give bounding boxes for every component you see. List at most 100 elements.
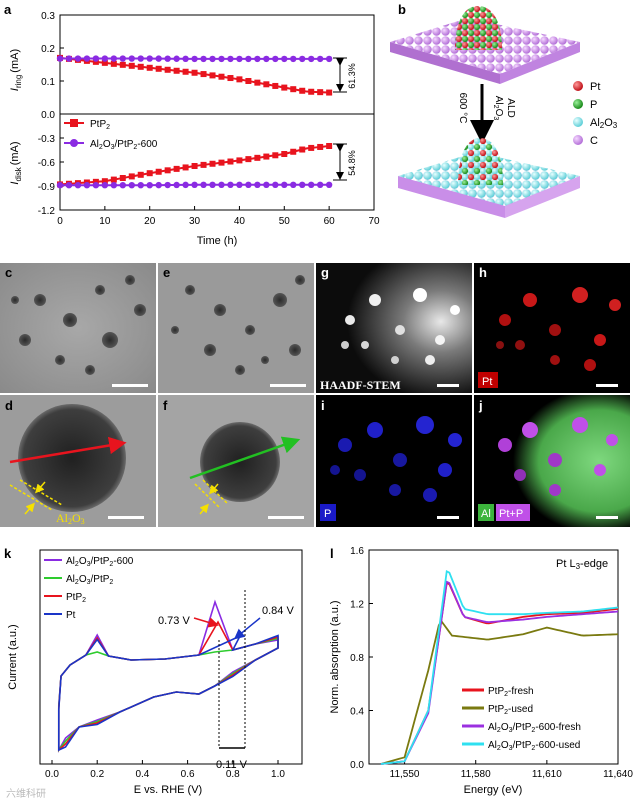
marker-ptp2 xyxy=(299,87,306,94)
l-xlabel: Energy (eV) xyxy=(464,784,523,796)
k-legend-label-2: PtP2 xyxy=(66,592,86,604)
a-xtick-label: 30 xyxy=(189,216,201,227)
marker-al2o3-ptp2-600 xyxy=(128,55,135,62)
panel-a-xlabel: Time (h) xyxy=(197,235,238,247)
annot-084: 0.84 V xyxy=(262,605,294,617)
marker-ptp2 xyxy=(209,72,216,79)
l-legend-label-2: Al2O3/PtP2-600-fresh xyxy=(488,722,581,734)
marker-al2o3-ptp2-600 xyxy=(92,55,100,62)
marker-ptp2 xyxy=(164,167,171,174)
marker-al2o3-ptp2-600 xyxy=(227,55,234,63)
marker-ptp2 xyxy=(110,60,117,67)
disk-ylabel: Idisk(mA) xyxy=(9,141,23,184)
scale-bar-j xyxy=(596,516,618,519)
panel-b-legend: Pt P Al2O3 C xyxy=(573,81,618,147)
marker-al2o3-ptp2-600 xyxy=(227,181,234,188)
panel-l-label: l xyxy=(330,546,334,561)
disk-ytick-label: -0.3 xyxy=(38,134,56,145)
panel-g-label: g xyxy=(321,265,329,280)
marker-al2o3-ptp2-600 xyxy=(209,181,216,188)
marker-ptp2 xyxy=(146,64,153,71)
l-xtick-label: 11,640 xyxy=(603,769,633,780)
marker-ptp2 xyxy=(218,159,225,166)
marker-al2o3-ptp2-600 xyxy=(325,55,333,63)
k-ylabel: Current (a.u.) xyxy=(7,624,19,689)
marker-al2o3-ptp2-600 xyxy=(316,55,324,63)
marker-ptp2 xyxy=(92,178,99,185)
marker-ptp2 xyxy=(272,152,279,159)
panel-a-legend: PtP2 Al2O3/PtP2-600 xyxy=(64,119,158,151)
disk-annotation-text: 54.8% xyxy=(347,150,357,176)
l-ytick-label: 1.2 xyxy=(350,600,364,611)
marker-al2o3-ptp2-600 xyxy=(173,55,180,62)
marker-ptp2 xyxy=(326,89,333,96)
marker-al2o3-ptp2-600 xyxy=(245,181,252,188)
marker-ptp2 xyxy=(299,146,306,153)
ring-ylabel: Iring(mA) xyxy=(9,49,23,91)
marker-al2o3-ptp2-600 xyxy=(209,55,216,63)
legend-text-al2o3: Al2O3 xyxy=(590,117,618,130)
k-legend-label-1: Al2O3/PtP2 xyxy=(66,574,113,586)
l-legend-label-1: PtP2-used xyxy=(488,704,533,716)
panel-b-label: b xyxy=(398,2,406,17)
marker-ptp2 xyxy=(173,165,180,172)
panel-k-plot: 0.0 0.2 0.4 0.6 0.8 1.0 xyxy=(39,549,303,780)
cv-curve-3 xyxy=(57,634,279,752)
marker-al2o3-ptp2-600 xyxy=(290,181,297,188)
l-legend: PtP2-fresh PtP2-used Al2O3/PtP2-600-fresh A… xyxy=(462,686,581,752)
marker-ptp2 xyxy=(146,170,153,177)
marker-ptp2 xyxy=(254,79,261,86)
marker-al2o3-ptp2-600 xyxy=(182,181,189,189)
marker-ptp2 xyxy=(182,68,189,75)
marker-al2o3-ptp2-600 xyxy=(101,55,109,62)
l-ytick-label: 0.8 xyxy=(350,653,364,664)
marker-al2o3-ptp2-600 xyxy=(191,181,198,188)
k-plot-frame xyxy=(39,549,303,765)
panel-h-label: h xyxy=(479,265,487,280)
marker-ptp2 xyxy=(317,89,324,96)
marker-ptp2 xyxy=(155,65,162,72)
marker-ptp2 xyxy=(218,73,225,80)
legend-text-pt: Pt xyxy=(590,81,600,93)
marker-ptp2 xyxy=(281,151,288,157)
a-xtick-label: 0 xyxy=(57,216,63,227)
marker-ptp2 xyxy=(236,76,243,83)
marker-al2o3-ptp2-600 xyxy=(74,55,82,62)
legend-text-p: P xyxy=(590,99,597,111)
scale-bar-g xyxy=(437,384,459,387)
scale-bar-f xyxy=(268,516,304,519)
disk-ytick-label: -1.2 xyxy=(38,206,56,217)
marker-ptp2 xyxy=(326,143,333,149)
panel-h-pt-map: Pt xyxy=(474,263,630,393)
marker-ptp2 xyxy=(92,58,99,65)
panel-g-haadf: HAADF-STEM xyxy=(316,263,472,393)
marker-al2o3-ptp2-600 xyxy=(281,55,288,63)
xanes-curve-3 xyxy=(380,570,619,765)
marker-ptp2 xyxy=(119,175,126,181)
legend-marker-ptp2 xyxy=(70,119,78,127)
panel-e-label: e xyxy=(163,265,170,280)
ptp-map-tag: Pt+P xyxy=(499,508,523,520)
p-map-tag: P xyxy=(324,508,331,520)
annot-084-arrow xyxy=(233,617,261,640)
panel-c-label: c xyxy=(5,265,12,280)
marker-ptp2 xyxy=(281,84,288,91)
disk-ytick-label: -0.6 xyxy=(38,158,56,169)
marker-al2o3-ptp2-600 xyxy=(101,182,109,189)
l-xtick-label: 11,550 xyxy=(390,769,420,780)
legend-marker-al2o3-ptp2-600 xyxy=(70,139,78,147)
marker-al2o3-ptp2-600 xyxy=(74,182,82,189)
al2o3-caption: Al2O3 xyxy=(56,511,85,526)
marker-ptp2 xyxy=(290,86,297,93)
ring-annotation: 61.3% xyxy=(333,57,357,93)
k-xtick-label: 0.0 xyxy=(45,769,59,780)
marker-al2o3-ptp2-600 xyxy=(236,55,243,63)
marker-al2o3-ptp2-600 xyxy=(137,55,144,62)
marker-al2o3-ptp2-600 xyxy=(155,181,162,189)
l-ytick-label: 0.0 xyxy=(350,760,364,771)
k-xtick-label: 0.6 xyxy=(181,769,195,780)
k-xtick-label: 0.4 xyxy=(135,769,149,780)
marker-al2o3-ptp2-600 xyxy=(272,181,279,188)
marker-ptp2 xyxy=(191,69,198,76)
marker-ptp2 xyxy=(317,143,324,150)
